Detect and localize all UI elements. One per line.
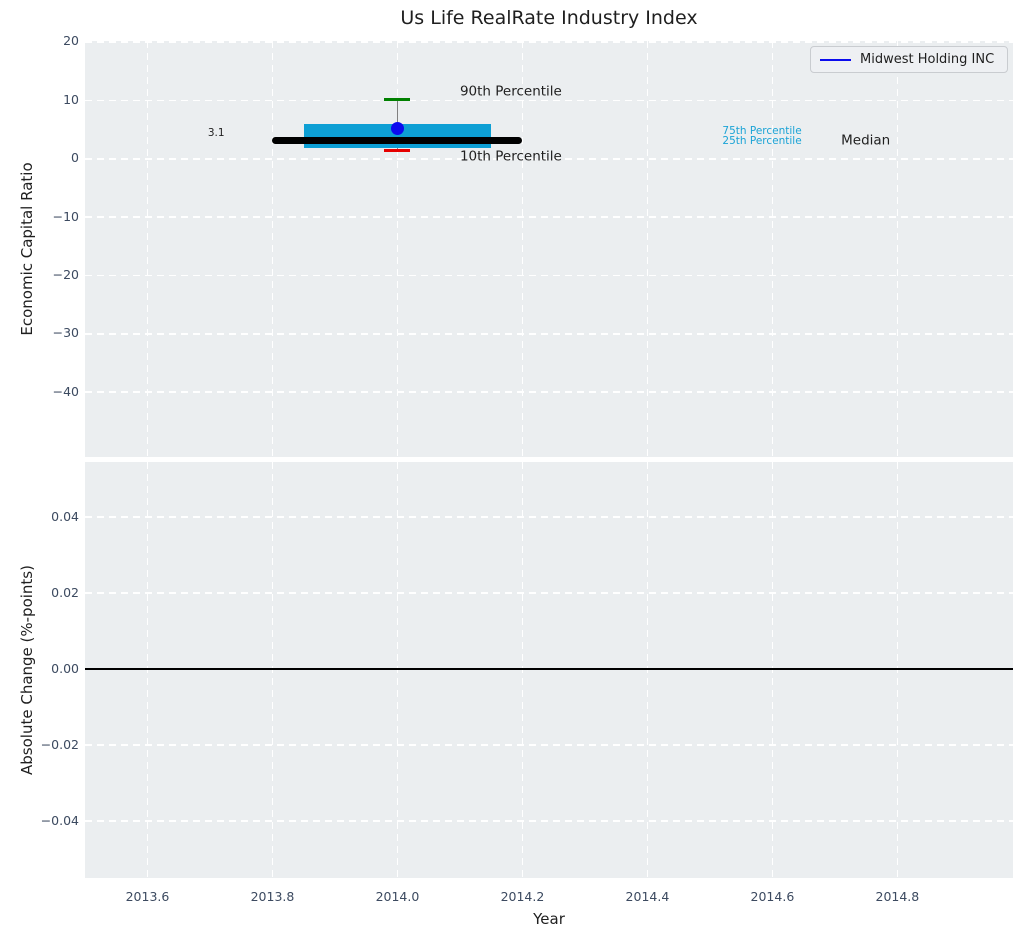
y-axis-label-bottom: Absolute Change (%-points) bbox=[18, 565, 36, 775]
y-tick-label: −20 bbox=[52, 266, 79, 282]
y-axis-label-top: Economic Capital Ratio bbox=[18, 162, 36, 336]
x-tick-label: 2014.8 bbox=[875, 889, 920, 904]
y-tick-label: −0.04 bbox=[40, 812, 79, 828]
x-tick-label: 2013.8 bbox=[250, 889, 295, 904]
y-tick-label: −10 bbox=[52, 208, 79, 224]
chart-title: Us Life RealRate Industry Index bbox=[400, 7, 698, 29]
y-tick-label: 0 bbox=[71, 150, 79, 166]
y-tick-label: 0.00 bbox=[51, 660, 79, 676]
x-tick-label: 2013.6 bbox=[125, 889, 170, 904]
y-tick-label: −0.02 bbox=[40, 736, 79, 752]
legend-label: Midwest Holding INC bbox=[860, 52, 995, 67]
x-axis-label: Year bbox=[533, 910, 565, 928]
y-tick-label: −40 bbox=[52, 383, 79, 399]
x-tick-label: 2014.6 bbox=[750, 889, 795, 904]
x-tick-label: 2014.4 bbox=[625, 889, 670, 904]
y-tick-label: 10 bbox=[63, 91, 79, 107]
y-tick-label: −30 bbox=[52, 325, 79, 341]
x-tick-label: 2014.0 bbox=[375, 889, 420, 904]
legend: Midwest Holding INC bbox=[810, 46, 1008, 73]
y-tick-label: 0.02 bbox=[51, 584, 79, 600]
legend-line-icon bbox=[820, 58, 851, 61]
y-tick-label: 0.04 bbox=[51, 508, 79, 524]
y-tick-label: 20 bbox=[63, 33, 79, 49]
axes-bottom-absolute-change bbox=[85, 462, 1013, 878]
x-tick-label: 2014.2 bbox=[500, 889, 545, 904]
axes-top-economic-capital-ratio bbox=[85, 41, 1013, 457]
